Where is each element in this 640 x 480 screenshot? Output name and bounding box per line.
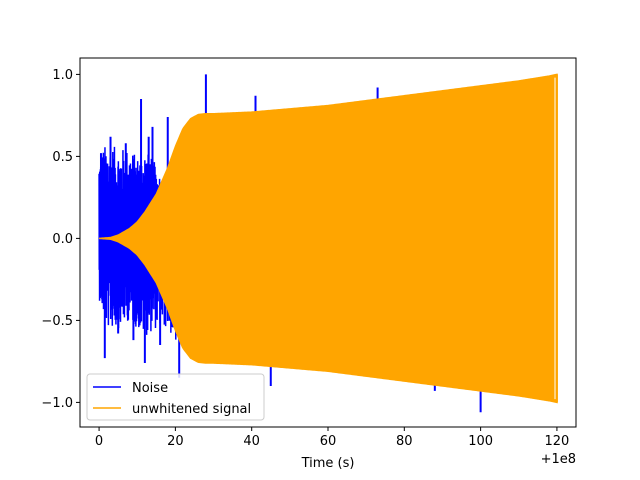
x-axis-offset-label: +1e8 — [541, 452, 576, 467]
y-tick-label: −1.0 — [41, 396, 73, 411]
legend-box — [86, 373, 265, 421]
y-tick-label: −0.5 — [41, 314, 73, 329]
x-tick-label: 120 — [545, 434, 570, 449]
x-tick-label: 80 — [396, 434, 413, 449]
x-tick-label: 20 — [167, 434, 184, 449]
x-axis-label: Time (s) — [301, 456, 355, 471]
series-layer — [98, 73, 558, 413]
x-tick-label: 0 — [95, 434, 103, 449]
y-tick-label: 0.0 — [52, 232, 73, 247]
x-tick-label: 100 — [468, 434, 493, 449]
y-tick-label: 0.5 — [52, 150, 73, 165]
legend-entry: unwhitened signal — [132, 402, 251, 417]
x-tick-label: 40 — [243, 434, 260, 449]
y-tick-label: 1.0 — [52, 68, 73, 83]
ticks-layer: 0 20 40 60 80 100 120 −1.0 −0.5 0.0 0.5 1.0 — [41, 68, 569, 449]
legend-entry: Noise — [132, 381, 168, 396]
x-tick-label: 60 — [320, 434, 337, 449]
legend: Noise unwhitened signal — [86, 373, 265, 421]
